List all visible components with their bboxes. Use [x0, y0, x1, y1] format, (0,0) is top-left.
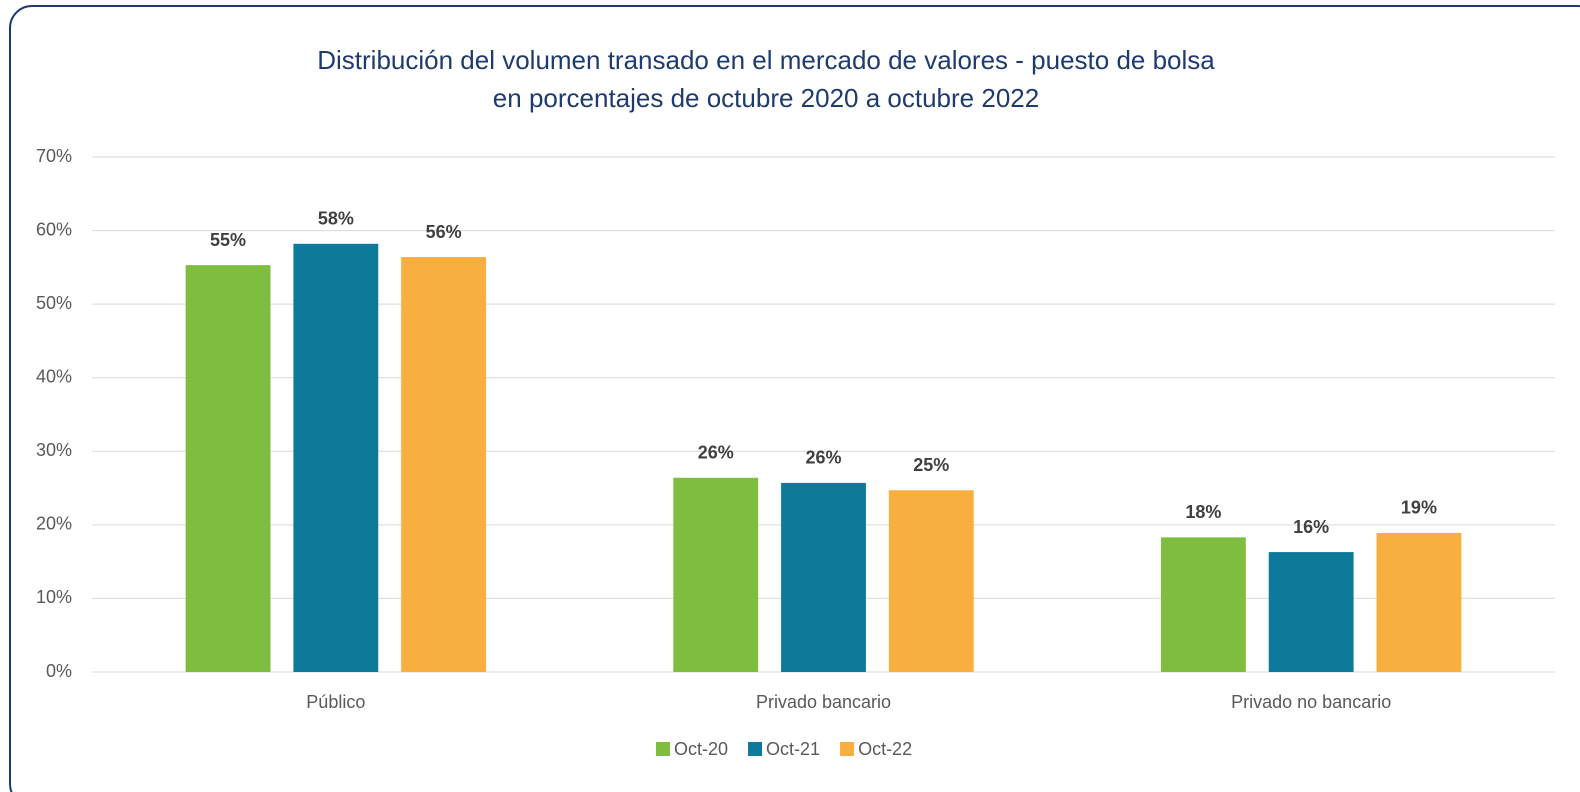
bar	[1268, 552, 1354, 672]
value-label: 18%	[1185, 502, 1221, 522]
legend-label: Oct-21	[766, 739, 820, 759]
value-label: 56%	[426, 222, 462, 242]
legend-swatch	[656, 742, 670, 756]
bar	[293, 243, 379, 673]
y-tick-label: 20%	[36, 514, 72, 534]
y-tick-label: 40%	[36, 366, 72, 386]
legend-swatch	[748, 742, 763, 756]
y-tick-label: 10%	[36, 587, 72, 607]
y-tick-label: 0%	[46, 661, 72, 681]
bar	[185, 265, 271, 672]
y-tick-label: 70%	[36, 146, 72, 166]
x-tick-label: Privado no bancario	[1231, 692, 1391, 712]
value-label: 16%	[1293, 517, 1329, 537]
y-tick-label: 60%	[36, 219, 72, 239]
value-label: 19%	[1401, 498, 1437, 518]
bar	[1376, 532, 1462, 672]
value-label: 55%	[210, 230, 246, 250]
bar	[1160, 537, 1246, 672]
value-label: 26%	[805, 448, 841, 468]
value-label: 26%	[698, 443, 734, 463]
value-label: 25%	[913, 455, 949, 475]
chart-subtitle: en porcentajes de octubre 2020 a octubre…	[493, 83, 1039, 113]
chart-title: Distribución del volumen transado en el …	[317, 45, 1215, 75]
bar	[673, 477, 759, 672]
legend-label: Oct-22	[858, 739, 912, 759]
x-tick-label: Privado bancario	[756, 692, 891, 712]
bar	[888, 490, 974, 672]
value-label: 58%	[318, 209, 354, 229]
legend-swatch	[840, 742, 855, 756]
y-tick-label: 50%	[36, 293, 72, 313]
y-tick-label: 30%	[36, 440, 72, 460]
x-tick-label: Público	[306, 692, 365, 712]
legend-label: Oct-20	[674, 739, 728, 759]
bar	[401, 257, 487, 672]
bar	[781, 482, 866, 672]
